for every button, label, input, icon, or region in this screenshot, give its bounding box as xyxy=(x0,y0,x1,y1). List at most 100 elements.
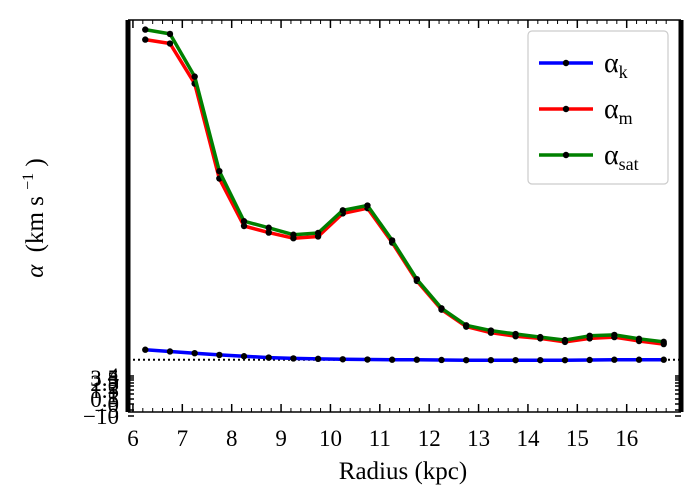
y-axis-label-exponent: −1 xyxy=(20,173,37,190)
data-point-sat xyxy=(512,330,519,338)
data-point-sat xyxy=(339,207,346,214)
y-tick-label: 3 xyxy=(108,368,120,393)
series-line-k xyxy=(145,347,664,362)
data-point-sat xyxy=(314,229,322,237)
data-point-k xyxy=(265,354,272,361)
data-point-k xyxy=(537,356,544,364)
series-layer xyxy=(142,26,667,364)
y-tick-label: 4 xyxy=(108,364,120,389)
data-point-sat xyxy=(191,73,198,80)
data-point-k xyxy=(191,350,198,357)
data-point-k xyxy=(413,356,421,363)
y-tick-label: 0.5 xyxy=(90,387,119,412)
data-point-k xyxy=(586,356,593,364)
x-tick-label: 8 xyxy=(226,426,238,451)
y-tick-label: 3.5 xyxy=(90,366,119,391)
data-point-m xyxy=(240,222,248,230)
x-tick-label: 13 xyxy=(467,426,490,451)
y-tick-label: 1.5 xyxy=(90,378,119,403)
legend-label-base: α xyxy=(604,94,619,125)
data-point-sat xyxy=(660,338,667,346)
legend-label-base: α xyxy=(604,140,619,171)
legend-item-sat: αsat xyxy=(539,140,639,174)
data-point-k xyxy=(388,356,396,363)
data-point-sat xyxy=(166,30,174,38)
data-point-sat xyxy=(216,167,223,175)
data-point-k xyxy=(635,356,643,363)
data-point-k xyxy=(463,356,470,364)
data-point-k xyxy=(166,348,174,355)
data-point-sat xyxy=(142,26,149,33)
series-k xyxy=(142,346,667,364)
legend-label-subscript: k xyxy=(619,62,628,82)
y-tick-label: 1 xyxy=(108,382,120,407)
data-point-k xyxy=(364,356,371,363)
x-tick-label: 9 xyxy=(275,426,287,451)
data-point-k xyxy=(660,356,667,363)
legend-label-base: α xyxy=(604,48,619,79)
x-tick-label: 16 xyxy=(615,426,638,451)
legend-label-sat: αsat xyxy=(604,140,639,174)
legend-item-k: αk xyxy=(539,48,628,82)
data-point-k xyxy=(339,356,346,363)
series-sat xyxy=(142,26,667,346)
data-point-k xyxy=(611,356,618,363)
data-point-k xyxy=(438,356,445,364)
data-point-k xyxy=(561,356,569,364)
legend-box xyxy=(527,30,669,185)
x-tick-label: 10 xyxy=(319,426,342,451)
series-line-sat xyxy=(144,27,664,344)
data-point-sat xyxy=(290,231,297,238)
legend-label-k: αk xyxy=(604,48,628,82)
legend-label-subscript: m xyxy=(619,108,633,128)
x-tick-label: 14 xyxy=(516,426,540,451)
y-tick-label: −10 xyxy=(83,404,119,429)
x-tick-label: 12 xyxy=(418,426,441,451)
data-point-sat xyxy=(364,202,371,209)
data-point-sat xyxy=(586,332,593,339)
data-point-sat xyxy=(487,327,495,334)
x-tick-label: 11 xyxy=(369,426,391,451)
data-point-sat xyxy=(265,224,272,231)
y-tick-label: −5 xyxy=(95,398,119,423)
data-point-k xyxy=(487,356,495,364)
data-point-k xyxy=(512,356,519,364)
data-point-m xyxy=(265,229,272,236)
axes-layer: 6 7 8 9 10 11 12 13 14 15 16 −10−500.511.522.533.54 xyxy=(83,19,684,451)
data-point-m xyxy=(142,36,149,43)
data-point-m xyxy=(166,40,174,47)
y-tick-label: 2 xyxy=(108,374,120,399)
data-point-k xyxy=(142,346,149,353)
data-point-sat xyxy=(438,305,445,312)
data-point-sat xyxy=(388,237,396,244)
data-point-sat xyxy=(240,218,248,225)
legend-item-m: αm xyxy=(539,94,633,128)
y-tick-label: 0 xyxy=(108,392,120,417)
y-axis-label-units: (km s xyxy=(22,196,49,252)
x-axis-label: Radius (kpc) xyxy=(339,458,467,485)
data-point-sat xyxy=(537,333,544,341)
data-point-k xyxy=(290,355,297,362)
y-tick-label: 2.5 xyxy=(90,371,119,396)
data-point-k xyxy=(240,353,248,360)
data-point-k xyxy=(216,351,223,359)
legend-marker-sat xyxy=(562,151,570,159)
data-point-sat xyxy=(413,275,421,283)
data-point-k xyxy=(314,355,322,363)
legend-marker-m xyxy=(562,105,570,113)
x-tick-label: 6 xyxy=(127,426,139,451)
y-axis-label: α (km s −1 ) xyxy=(12,158,49,277)
x-tick-label: 15 xyxy=(566,426,589,451)
y-axis-label-symbol: α xyxy=(22,264,49,278)
legend-label-subscript: sat xyxy=(619,154,639,174)
data-point-sat xyxy=(635,335,643,343)
legend-label-m: αm xyxy=(604,94,633,128)
x-tick-label: 7 xyxy=(177,426,189,451)
data-point-sat xyxy=(561,336,569,344)
data-point-sat xyxy=(463,322,470,329)
data-point-sat xyxy=(611,331,618,339)
y-axis-label-close: ) xyxy=(22,158,49,166)
legend-marker-k xyxy=(562,59,570,67)
